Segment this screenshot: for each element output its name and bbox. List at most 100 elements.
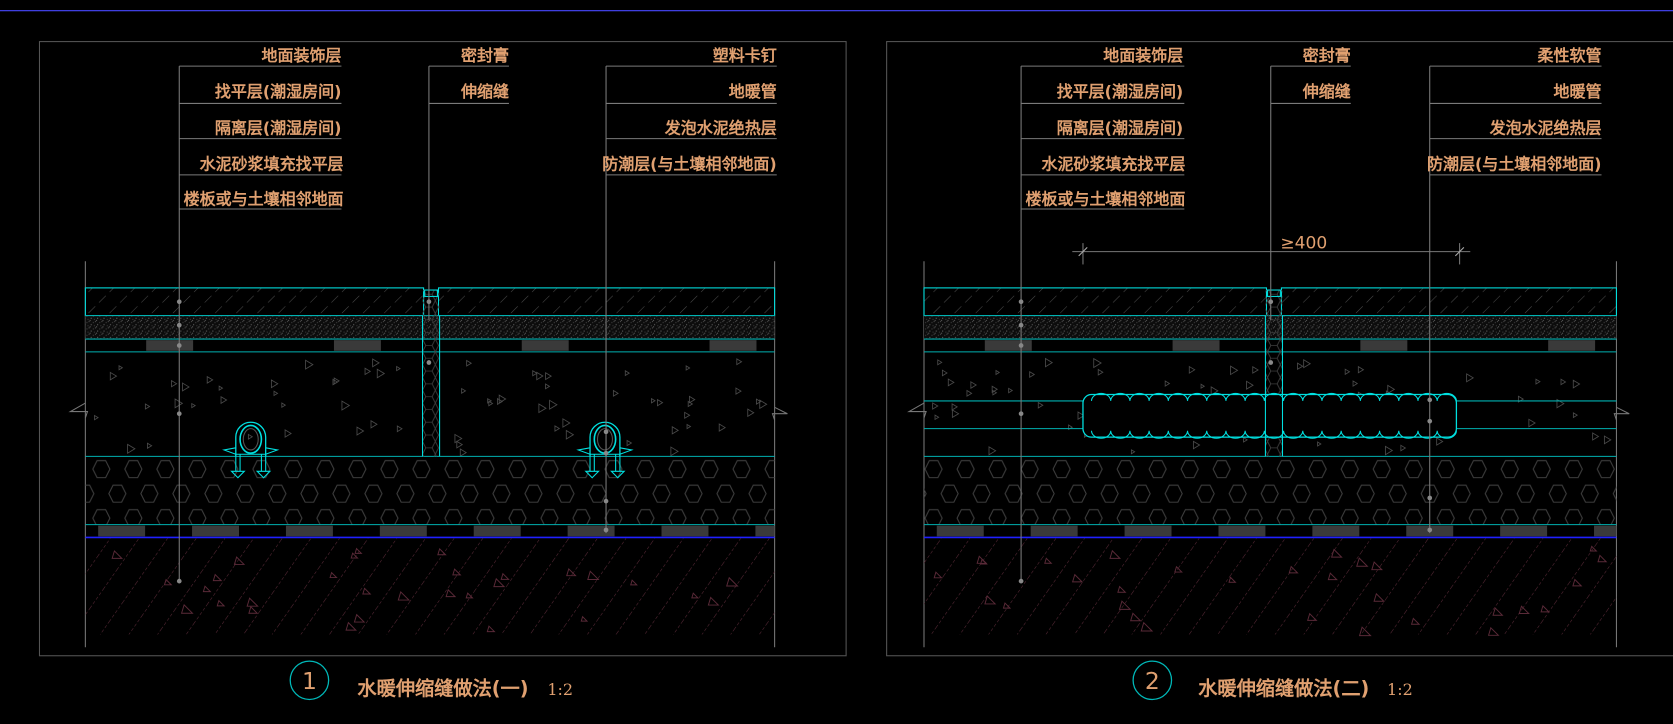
label-middle-2: 伸缩缝 [1302,82,1351,101]
insulation-layer [923,456,1617,525]
moisture-block [1030,525,1078,537]
moisture-block [192,525,239,537]
aggregate-mark [686,423,692,430]
aggregate-mark [456,440,464,449]
aggregate-mark [951,409,960,419]
soil-aggregate [580,615,589,622]
aggregate-mark [1592,432,1600,441]
aggregate-mark [1466,373,1475,383]
aggregate-mark [932,402,939,410]
aggregate-mark [1297,362,1304,371]
detail-number: 2 [1145,667,1160,695]
aggregate-mark [454,433,463,444]
aggregate-mark [341,400,351,411]
hose-corrugation [1090,430,1457,439]
aggregate-mark [718,423,726,432]
aggregate-mark [1535,378,1541,385]
isolation-block [521,340,569,351]
pipe-inner [596,428,613,451]
label-middle-1: 密封膏 [1302,46,1351,65]
aggregate-mark [273,390,279,397]
aggregate-mark [934,414,940,421]
isolation-block [1172,340,1220,351]
soil-aggregate [587,570,600,580]
soil-layer [923,538,1617,635]
soil-aggregate [1130,612,1142,622]
aggregate-mark [206,375,214,384]
aggregate-mark [1357,365,1365,374]
detail-2-labels: 地面装饰层 找平层(潮湿房间) 隔离层(潮湿房间) 水泥砂浆填充找平层 楼板或与… [1026,46,1602,254]
aggregate-mark [1344,368,1351,376]
soil-aggregate [566,568,577,577]
aggregate-mark [1603,435,1612,445]
dimension-tick [1454,246,1465,257]
aggregate-mark [1303,359,1312,369]
aggregate-mark [747,408,755,418]
soil-aggregate [1044,557,1053,564]
soil-aggregate [691,592,700,599]
aggregate-mark [372,358,380,368]
aggregate-mark [94,414,99,421]
aggregate-mark [532,369,538,377]
aggregate-mark [284,429,292,438]
soil-aggregate [350,552,359,559]
hose-corrugation [1090,392,1457,401]
leader-dot [1427,397,1433,403]
heating-pipe-with-clip [222,421,280,479]
soil-aggregate [1589,545,1598,552]
leader-dot [1427,418,1433,424]
label-right-3: 发泡水泥绝热层 [664,118,777,137]
soil-aggregate [1373,592,1385,602]
soil-aggregate [707,596,720,606]
aggregate-mark [1528,418,1536,428]
soil-aggregate [1518,605,1530,615]
aggregate-mark [1252,366,1259,374]
leader-dot [603,527,609,533]
label-right-3: 发泡水泥绝热层 [1489,118,1602,137]
isolation-block [1360,340,1408,351]
leader-dot [1268,299,1274,305]
sealant [424,289,438,297]
label-left-5: 楼板或与土壤相邻地面 [1026,190,1186,209]
aggregate-mark [1188,365,1196,374]
aggregate-mark [1572,379,1581,389]
soil-aggregate [354,547,363,554]
aggregate-mark [376,368,386,379]
leader-dot [176,322,182,328]
leader-dot [1018,578,1024,584]
aggregate-mark [992,389,998,396]
soil-aggregate [233,556,246,565]
moisture-block [936,525,984,537]
aggregate-mark [270,379,279,389]
moisture-block [661,525,709,537]
isolation-block [709,340,757,351]
aggregate-mark [671,426,680,435]
label-left-2: 找平层(潮湿房间) [215,82,342,101]
leader-dot [1018,299,1024,305]
aggregate-mark [1556,398,1565,409]
floor-finish-layer [84,287,425,317]
aggregate-mark [1246,380,1254,390]
aggregate-mark [538,403,547,414]
clip-nail-tip [230,470,246,479]
aggregate-mark [549,399,558,410]
soil-aggregate [493,577,506,588]
aggregate-mark [332,378,339,386]
aggregate-mark [370,419,378,429]
label-right-1: 塑料卡钉 [713,46,777,65]
aggregate-mark [735,387,742,395]
aggregate-mark [182,382,190,392]
aggregate-mark [565,429,575,440]
detail-title: 水暖伸缩缝做法(一) [357,677,528,700]
aggregate-mark [991,385,999,394]
aggregate-mark [1352,380,1359,387]
soil-aggregate [976,555,988,564]
isolation-block [984,340,1032,351]
soil-aggregate [1356,557,1369,567]
clip-nail-tip [584,470,600,479]
leader-dot [176,411,182,417]
detail-scale: 1:2 [547,680,573,699]
aggregate-mark [1387,384,1396,395]
label-right-4: 防潮层(与土壤相邻地面) [602,155,777,174]
